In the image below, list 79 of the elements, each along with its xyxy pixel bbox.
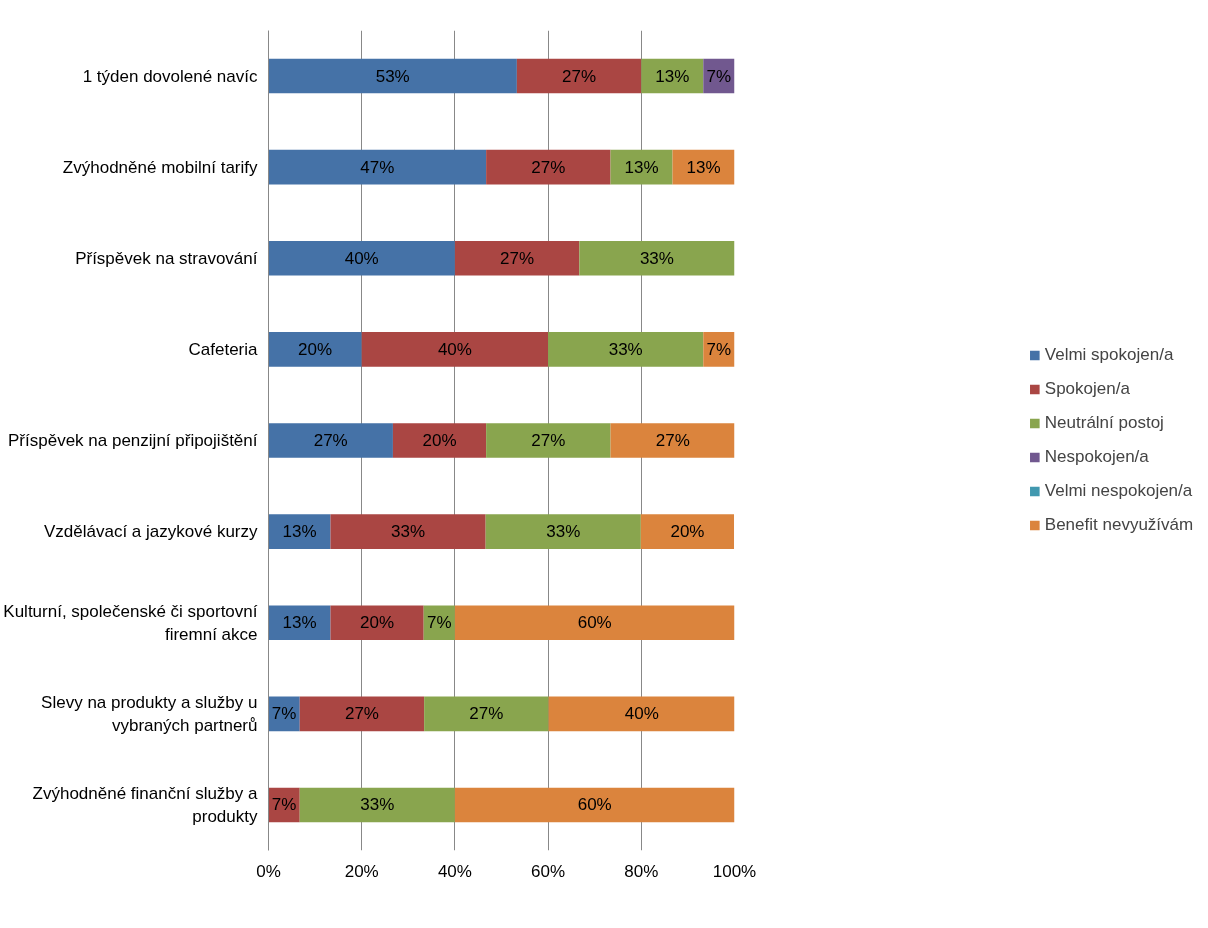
y-tick-label: Slevy na produkty a služby u vybraných partnerů [41, 692, 258, 735]
data-label: 7% [706, 339, 732, 359]
x-tick-label: 100% [712, 861, 757, 881]
data-label: 7% [706, 66, 732, 86]
bar [268, 149, 487, 185]
data-label: 27% [344, 704, 379, 724]
data-label: 40% [344, 248, 379, 268]
data-label: 20% [298, 339, 333, 359]
bar [610, 423, 735, 458]
data-label: 60% [577, 795, 612, 815]
data-label: 27% [531, 431, 566, 450]
legend-label: Neutrální postoj [1044, 413, 1164, 433]
data-label: 13% [655, 66, 690, 86]
bar [299, 696, 425, 732]
y-tick-label: Kulturní, společenské či sportovní firemní akce [3, 601, 258, 644]
data-label: 53% [375, 66, 410, 86]
data-label: 20% [360, 613, 395, 633]
data-label: 33% [360, 795, 395, 815]
y-tick-label: Zvýhodněné finanční služby a produkty [32, 784, 259, 826]
data-label: 7% [427, 613, 452, 633]
bar [486, 149, 611, 185]
data-label: 40% [437, 339, 472, 359]
data-label: 27% [531, 157, 566, 177]
data-label: 20% [422, 431, 457, 450]
data-label: 27% [655, 431, 690, 450]
bar [516, 58, 642, 94]
data-label: 27% [469, 704, 504, 724]
legend-label: Velmi nespokojen/a [1044, 481, 1193, 501]
x-tick-label: 60% [531, 861, 566, 881]
data-label: 60% [577, 613, 612, 633]
bar [454, 240, 580, 276]
data-label: 27% [562, 66, 597, 86]
bar [424, 696, 549, 732]
bar [579, 240, 735, 276]
data-label: 13% [282, 613, 317, 633]
data-label: 33% [639, 248, 674, 268]
data-label: 13% [282, 522, 317, 542]
y-tick-label: Cafeteria [188, 339, 259, 359]
bar [392, 423, 487, 458]
y-tick-label: Příspěvek na penzijní připojištění [8, 431, 258, 450]
bar [268, 240, 455, 276]
x-tick-label: 20% [344, 861, 379, 881]
bar [268, 423, 393, 458]
y-tick-label: Zvýhodněné mobilní tarify [62, 157, 258, 177]
bar [361, 332, 549, 367]
data-label: 20% [670, 522, 705, 542]
y-tick-label: Vzdělávací a jazykové kurzy [43, 522, 258, 542]
y-tick-label: Příspěvek na stravování [75, 248, 258, 268]
data-label: 33% [391, 522, 426, 542]
bar [330, 514, 486, 549]
bar [486, 423, 611, 458]
bar [548, 332, 704, 367]
bar [299, 787, 455, 823]
legend-label: Nespokojen/a [1044, 447, 1149, 467]
y-tick-label: 1 týden dovolené navíc [82, 66, 258, 86]
x-tick-label: 40% [437, 861, 472, 881]
bar [548, 696, 735, 732]
bar [330, 605, 424, 641]
data-label: 33% [546, 522, 581, 542]
x-tick-label: 0% [256, 861, 281, 881]
data-label: 13% [624, 157, 659, 177]
bar [268, 58, 517, 94]
data-label: 47% [360, 157, 395, 177]
bar [454, 605, 735, 641]
x-tick-label: 80% [624, 861, 659, 881]
data-label: 13% [686, 157, 721, 177]
data-label: 33% [608, 339, 643, 359]
data-label: 40% [624, 704, 659, 724]
legend-label: Spokojen/a [1044, 379, 1130, 399]
bar [268, 332, 362, 367]
data-label: 7% [271, 704, 297, 724]
bar [640, 514, 735, 549]
data-label: 27% [313, 431, 348, 450]
data-label: 7% [271, 795, 297, 815]
legend-label: Velmi spokojen/a [1044, 345, 1174, 365]
bar [485, 514, 641, 549]
bar [454, 787, 735, 823]
legend-label: Benefit nevyužívám [1044, 515, 1194, 535]
data-label: 27% [500, 248, 535, 268]
